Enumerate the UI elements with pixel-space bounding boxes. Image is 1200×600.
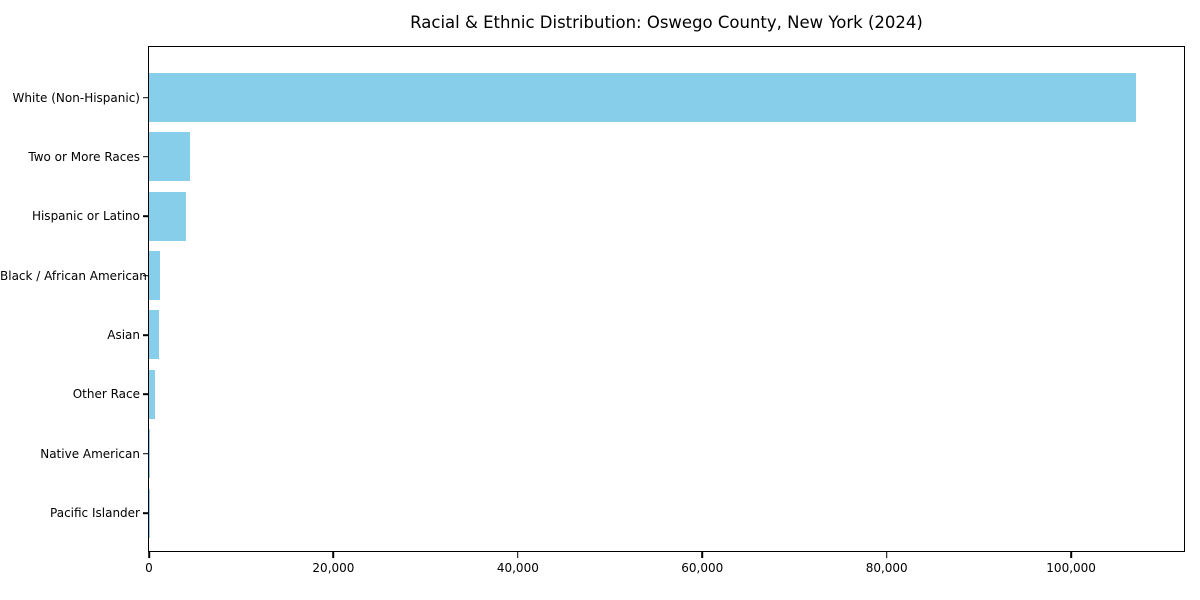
x-tick-mark	[701, 552, 704, 558]
bar	[149, 73, 1136, 122]
y-tick-label: White (Non-Hispanic)	[12, 90, 140, 105]
y-tick-label: Two or More Races	[28, 149, 140, 164]
bar	[149, 132, 190, 182]
y-tick-label: Native American	[40, 446, 140, 461]
y-tick-mark	[143, 156, 149, 158]
y-tick-label: Other Race	[72, 387, 140, 402]
y-tick-mark	[143, 215, 149, 218]
x-tick-mark	[885, 552, 888, 558]
y-tick-label: Black / African American	[0, 268, 147, 283]
x-tick-mark	[517, 552, 519, 558]
y-tick-label: Hispanic or Latino	[31, 209, 140, 224]
x-tick-label: 20,000	[312, 561, 355, 575]
bar	[149, 310, 159, 360]
x-tick-label: 60,000	[681, 561, 724, 575]
x-tick-label: 100,000	[1046, 561, 1096, 575]
y-tick-mark	[143, 96, 149, 99]
x-tick-label: 40,000	[496, 561, 539, 575]
bar	[149, 251, 161, 301]
y-tick-mark	[143, 334, 149, 336]
x-tick-mark	[148, 552, 150, 558]
bar	[149, 191, 186, 241]
bar	[149, 429, 150, 479]
x-tick-label: 0	[145, 561, 153, 575]
y-tick-label: Asian	[107, 327, 140, 342]
y-tick-mark	[143, 512, 149, 514]
bar	[149, 369, 155, 419]
chart-title: Racial & Ethnic Distribution: Oswego Cou…	[410, 13, 923, 32]
y-tick-mark	[143, 274, 149, 277]
y-tick-mark	[143, 452, 149, 455]
x-tick-label: 80,000	[865, 561, 908, 575]
x-tick-mark	[332, 552, 335, 558]
x-tick-mark	[1070, 552, 1072, 558]
y-tick-label: Pacific Islander	[50, 506, 140, 521]
y-tick-mark	[143, 393, 149, 396]
